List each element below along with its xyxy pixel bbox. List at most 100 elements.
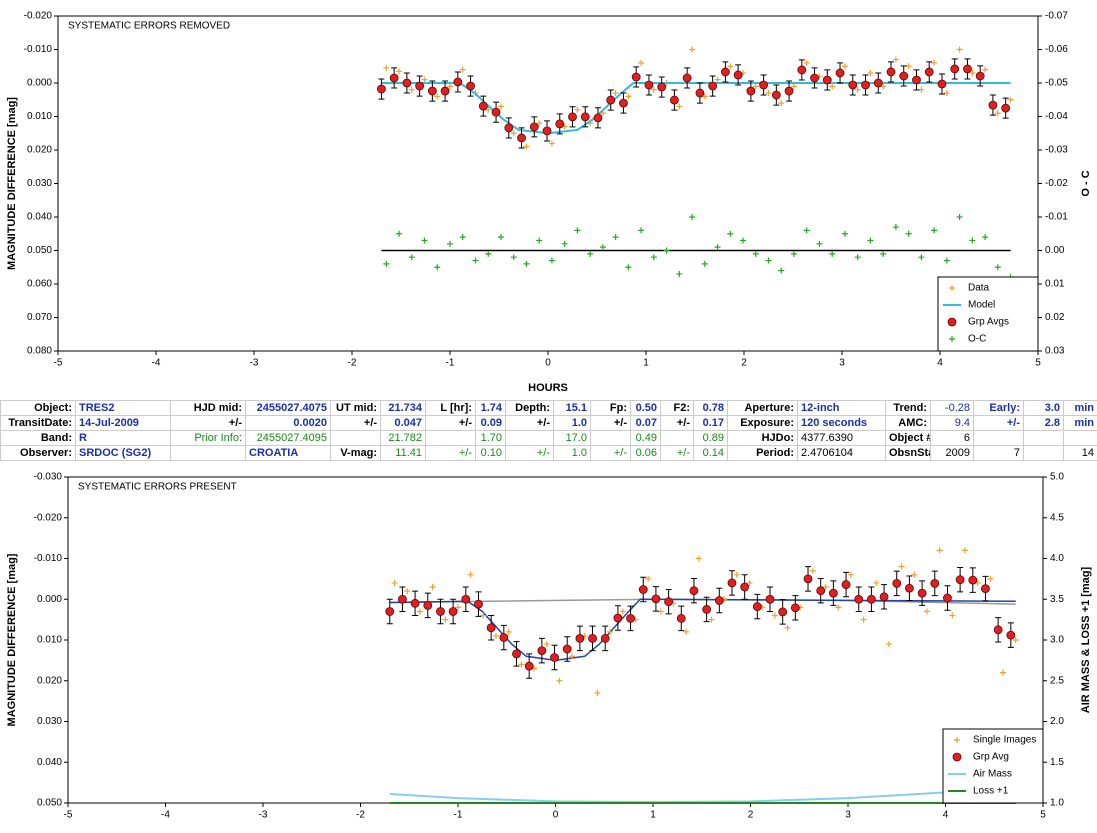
point bbox=[854, 254, 861, 261]
table-cell: 4377.6390 bbox=[797, 430, 886, 446]
point bbox=[702, 605, 712, 614]
point bbox=[689, 46, 696, 53]
point bbox=[480, 612, 487, 619]
point bbox=[455, 604, 461, 611]
point bbox=[771, 612, 778, 619]
table-cell: 0.50 bbox=[630, 400, 661, 416]
y2-tick-label: -0.04 bbox=[1045, 111, 1068, 122]
point bbox=[619, 98, 628, 108]
point bbox=[879, 592, 889, 602]
table-cell: 7 bbox=[973, 445, 1024, 461]
table-cell: 2.8 bbox=[1023, 415, 1064, 431]
point bbox=[892, 56, 899, 63]
table-cell: +/- bbox=[590, 445, 631, 461]
y2-tick-label: 2.0 bbox=[1050, 716, 1064, 727]
point bbox=[587, 250, 594, 257]
table-cell: R bbox=[75, 430, 171, 446]
point bbox=[594, 689, 601, 696]
point bbox=[937, 79, 947, 89]
point bbox=[638, 585, 648, 594]
point bbox=[510, 130, 517, 137]
point bbox=[809, 567, 816, 574]
point bbox=[447, 83, 453, 90]
point bbox=[486, 623, 496, 633]
x-tick-label: 4 bbox=[943, 810, 949, 821]
point bbox=[670, 95, 679, 105]
point bbox=[440, 86, 450, 96]
table-cell bbox=[973, 430, 1024, 446]
table-cell: 0.17 bbox=[693, 415, 728, 431]
table-cell bbox=[505, 430, 554, 446]
point bbox=[714, 76, 721, 83]
point bbox=[536, 237, 543, 244]
point bbox=[733, 70, 743, 80]
point bbox=[1007, 96, 1014, 103]
point bbox=[803, 574, 813, 584]
point bbox=[950, 64, 960, 74]
point bbox=[638, 227, 645, 234]
y2-tick-label: 0.01 bbox=[1045, 279, 1065, 290]
table-cell bbox=[1063, 430, 1097, 446]
point bbox=[580, 112, 590, 122]
legend-label: Air Mass bbox=[973, 769, 1012, 780]
y-tick-label: 0.020 bbox=[27, 145, 52, 156]
point bbox=[574, 106, 581, 113]
legend-label: Loss +1 bbox=[973, 786, 1009, 797]
point bbox=[485, 250, 492, 257]
point bbox=[536, 120, 543, 127]
x-tick-label: 1 bbox=[650, 810, 656, 821]
point bbox=[485, 106, 492, 113]
x-tick-label: 1 bbox=[643, 358, 649, 369]
point bbox=[593, 113, 603, 123]
point bbox=[383, 260, 390, 267]
point bbox=[841, 63, 848, 70]
table-cell: -0.28 bbox=[930, 400, 974, 416]
y2-axis-label: O - C bbox=[1080, 170, 1092, 196]
plot-area bbox=[67, 476, 1044, 804]
point bbox=[822, 584, 829, 591]
x-tick-label: -4 bbox=[161, 810, 170, 821]
series-line bbox=[389, 787, 1016, 804]
point bbox=[607, 628, 614, 635]
table-cell: 0.09 bbox=[475, 415, 506, 431]
y2-tick-label: -0.01 bbox=[1045, 212, 1068, 223]
point bbox=[676, 614, 686, 623]
point bbox=[936, 547, 943, 554]
legend-label: Grp Avg bbox=[973, 752, 1009, 763]
point bbox=[650, 254, 657, 261]
point bbox=[542, 126, 552, 136]
chart-title: SYSTEMATIC ERRORS PRESENT bbox=[78, 482, 237, 493]
point bbox=[645, 575, 652, 582]
point bbox=[555, 119, 565, 129]
y-tick-label: 0.030 bbox=[27, 178, 52, 189]
point bbox=[389, 73, 399, 83]
point bbox=[847, 571, 854, 578]
point bbox=[626, 614, 635, 623]
point bbox=[663, 247, 670, 254]
point bbox=[993, 625, 1003, 635]
table-cell: 0.78 bbox=[693, 400, 728, 416]
y2-axis-label: AIR MASS & LOSS +1 [mag] bbox=[1080, 566, 1092, 713]
point bbox=[408, 254, 415, 261]
table-cell: 0.0020 bbox=[245, 415, 331, 431]
point bbox=[963, 64, 972, 74]
point bbox=[899, 71, 909, 81]
point bbox=[752, 602, 762, 611]
info-table: Object: TRES2 HJD mid: 2455027.4075 UT mid: 2… bbox=[0, 400, 1097, 461]
point bbox=[930, 578, 940, 588]
x-tick-label: 0 bbox=[545, 358, 551, 369]
point bbox=[841, 230, 848, 237]
table-cell: 1.70 bbox=[475, 430, 506, 446]
table-cell: Prior Info: bbox=[170, 430, 246, 446]
y2-tick-label: 0.00 bbox=[1045, 245, 1065, 256]
table-cell: SRDOC (SG2) bbox=[75, 445, 171, 461]
table-cell bbox=[1023, 445, 1064, 461]
y-tick-label: 0.010 bbox=[37, 635, 62, 646]
table-cell: +/- bbox=[505, 415, 554, 431]
table-cell bbox=[660, 430, 694, 446]
table-cell: 12-inch bbox=[797, 400, 886, 416]
point bbox=[524, 661, 534, 671]
point bbox=[816, 240, 823, 247]
table-cell: +/- bbox=[660, 445, 694, 461]
point bbox=[981, 584, 990, 594]
